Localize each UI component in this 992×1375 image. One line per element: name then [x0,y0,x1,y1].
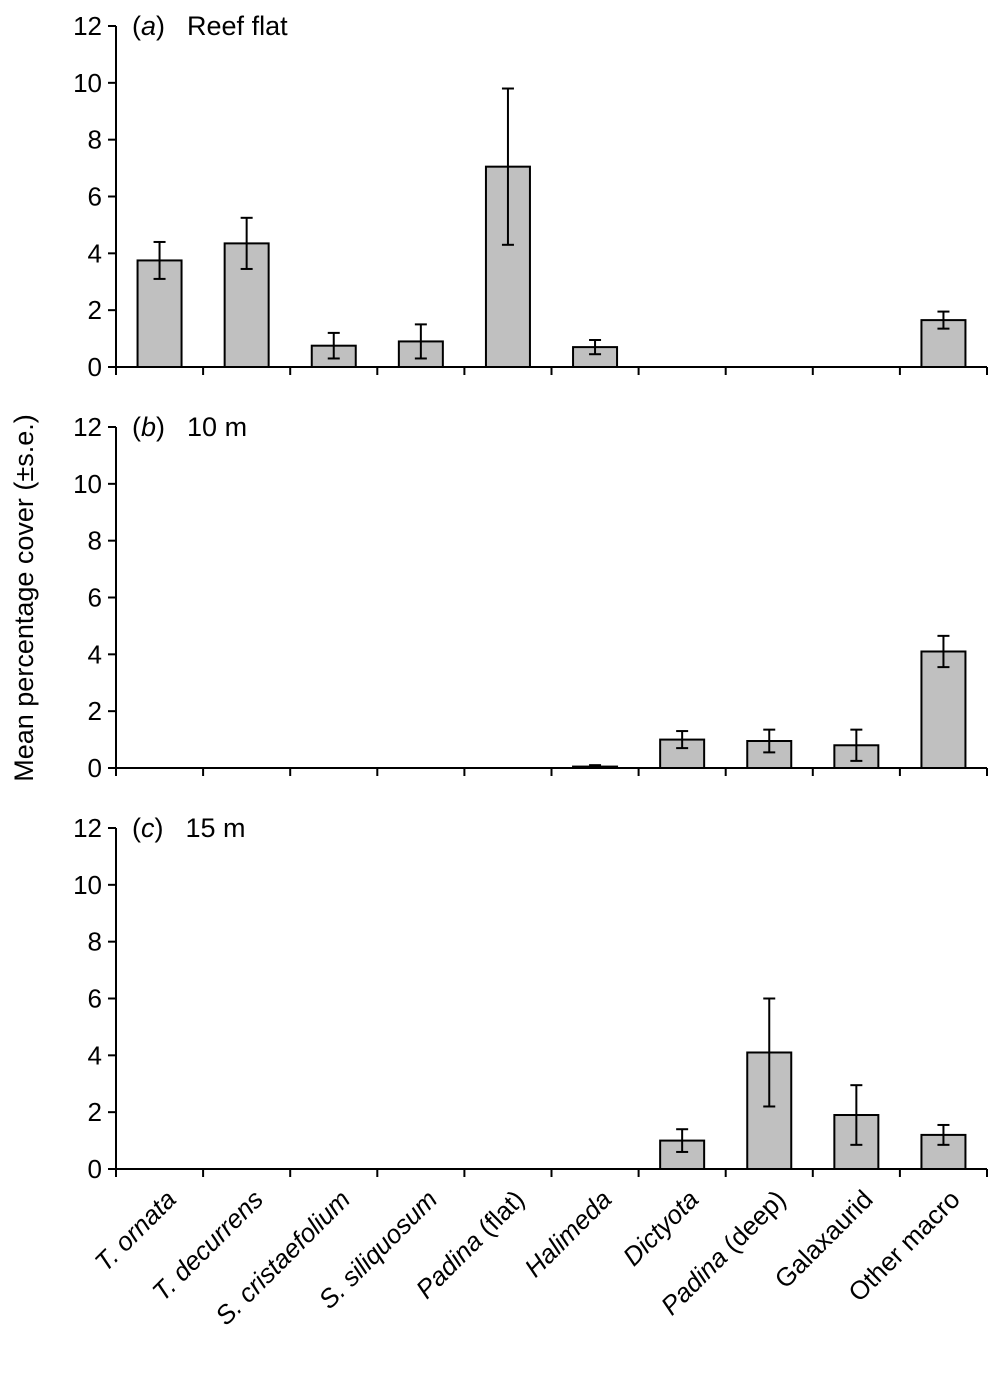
y-tick-label: 8 [88,125,102,155]
y-tick-label: 12 [73,813,102,843]
panels: 0 2 4 6 8 10 12 (a) Reef flat 0 2 4 6 8 10 12 (b) 10 m 0 2 4… [73,11,988,1184]
y-tick-label: 2 [88,1097,102,1127]
bar [920,650,967,769]
y-tick-label: 10 [73,469,102,499]
y-tick-label: 0 [88,753,102,783]
error-bar [937,1123,950,1146]
panel-title: (b) 10 m [132,412,247,442]
y-tick-label: 10 [73,870,102,900]
y-tick-label: 6 [88,984,102,1014]
error-bar [414,323,427,360]
panel-c: 0 2 4 6 8 10 12 (c) 15 m [73,813,988,1184]
error-bar [501,87,514,246]
error-bar [850,728,863,762]
y-tick-label: 4 [88,1040,102,1070]
y-axis-title: Mean percentage cover (±s.e.) [9,414,39,782]
y-tick-label: 0 [88,352,102,382]
y-tick-label: 8 [88,526,102,556]
y-tick-label: 10 [73,68,102,98]
error-bar [153,240,166,280]
y-tick-label: 2 [88,696,102,726]
y-tick-label: 12 [73,11,102,41]
panel-title: (a) Reef flat [132,11,288,41]
panel-b: 0 2 4 6 8 10 12 (b) 10 m [73,412,988,783]
bar [746,1051,793,1171]
panel-a: 0 2 4 6 8 10 12 (a) Reef flat [73,11,988,382]
x-tick-label: Dictyota [617,1184,705,1272]
y-tick-label: 4 [88,238,102,268]
error-bar [589,764,602,769]
error-bar [589,339,602,356]
y-tick-label: 4 [88,639,102,669]
error-bar [937,310,950,330]
error-bar [676,1128,689,1153]
y-tick-label: 12 [73,412,102,442]
error-bar [763,997,776,1108]
error-bar [676,730,689,750]
error-bar [763,728,776,754]
error-bar [850,1084,863,1146]
error-bar [240,216,253,270]
bar [920,319,967,368]
y-tick-label: 6 [88,182,102,212]
y-tick-label: 8 [88,927,102,957]
y-tick-label: 6 [88,583,102,613]
x-tick-label: Halimeda [518,1184,617,1283]
panel-title: (c) 15 m [132,813,246,843]
y-tick-label: 2 [88,295,102,325]
error-bar [327,331,340,360]
y-tick-label: 0 [88,1154,102,1184]
error-bar [937,634,950,669]
